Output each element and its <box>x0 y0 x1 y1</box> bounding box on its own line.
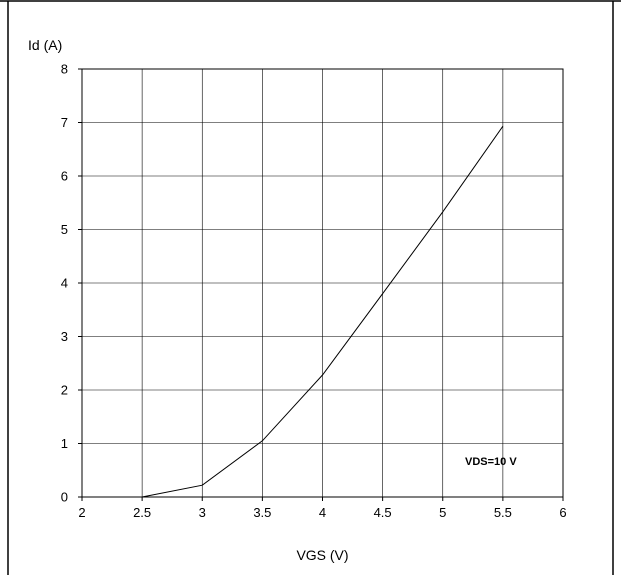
x-tick-label: 2 <box>78 505 85 520</box>
y-tick-label: 7 <box>61 115 68 130</box>
y-axis-label: Id (A) <box>28 37 62 53</box>
x-axis-label: VGS (V) <box>296 547 348 563</box>
y-tick-label: 3 <box>61 329 68 344</box>
annotation-vds: VDS=10 V <box>465 456 517 468</box>
x-tick-label: 3 <box>199 505 206 520</box>
x-tick-label: 5 <box>439 505 446 520</box>
y-tick-label: 1 <box>61 436 68 451</box>
x-tick-label: 6 <box>559 505 566 520</box>
x-tick-label: 2.5 <box>133 505 151 520</box>
y-tick-label: 8 <box>61 62 68 77</box>
y-tick-label: 4 <box>61 276 68 291</box>
x-tick-label: 4 <box>319 505 326 520</box>
y-tick-label: 2 <box>61 383 68 398</box>
grid <box>82 69 563 497</box>
x-tick-label: 4.5 <box>374 505 392 520</box>
y-tick-label: 0 <box>61 490 68 505</box>
x-tick-label: 3.5 <box>253 505 271 520</box>
x-axis-ticks: 2 2.5 3 3.5 4 4.5 5 5.5 6 <box>78 497 567 520</box>
x-tick-label: 5.5 <box>494 505 512 520</box>
y-tick-label: 5 <box>61 222 68 237</box>
series-line-id <box>142 125 504 498</box>
y-axis-ticks: 0 1 2 3 4 5 6 7 8 <box>61 62 82 505</box>
y-tick-label: 6 <box>61 169 68 184</box>
